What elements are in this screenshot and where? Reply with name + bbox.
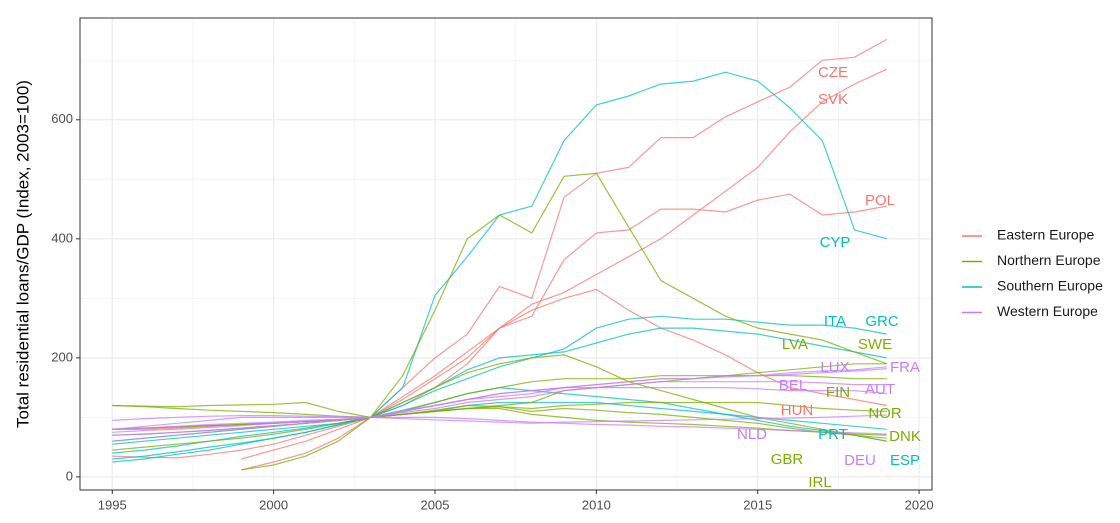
series-label: DNK <box>889 428 921 445</box>
series-label: CYP <box>820 234 851 251</box>
series-line <box>112 315 887 460</box>
y-tick-label: 400 <box>51 230 73 245</box>
series-line <box>241 38 888 460</box>
series-label: FIN <box>826 384 850 401</box>
y-tick-label: 600 <box>51 111 73 126</box>
series-label: NOR <box>868 405 902 422</box>
x-tick-label: 2020 <box>905 497 934 512</box>
series-label: DEU <box>844 452 876 469</box>
series-line <box>112 416 887 435</box>
x-tick-label: 2015 <box>743 497 772 512</box>
series-label: SWE <box>858 336 892 353</box>
series-line <box>112 401 887 436</box>
series-label: ESP <box>890 452 920 469</box>
series-label: CZE <box>818 64 848 81</box>
series-label: HUN <box>781 402 814 419</box>
series-line <box>112 404 887 439</box>
series-label: BEL <box>779 377 807 394</box>
series-label: ITA <box>824 313 846 330</box>
series-label: IRL <box>808 474 831 491</box>
x-tick-label: 1995 <box>98 497 127 512</box>
y-tick-label: 0 <box>66 468 73 483</box>
series-line <box>112 327 887 463</box>
x-tick-label: 2005 <box>421 497 450 512</box>
legend-label: Southern Europe <box>997 278 1103 294</box>
legend-label: Western Europe <box>997 303 1098 319</box>
panel-border <box>79 17 933 491</box>
series-label: NLD <box>737 426 767 443</box>
legend-label: Eastern Europe <box>997 227 1094 243</box>
series-label: AUT <box>865 381 895 398</box>
series-label: PRT <box>818 426 848 443</box>
series-label: GRC <box>865 313 899 330</box>
series-label: FRA <box>890 359 920 376</box>
y-axis-label: Total residential loans/GDP (Index, 2003… <box>13 80 32 428</box>
series-label: POL <box>865 192 895 209</box>
series-label: LUX <box>820 359 849 376</box>
x-tick-label: 2010 <box>582 497 611 512</box>
series-label: GBR <box>771 451 804 468</box>
x-tick-label: 2000 <box>259 497 288 512</box>
series-line <box>112 354 887 451</box>
series-line <box>112 387 887 442</box>
series-line <box>112 368 887 436</box>
panel <box>80 18 932 490</box>
series-line <box>112 381 887 433</box>
series-label: LVA <box>782 336 808 353</box>
series-line <box>112 414 887 424</box>
series-line <box>241 172 888 471</box>
series-line <box>241 68 888 471</box>
series-label: SVK <box>818 91 848 108</box>
y-tick-label: 200 <box>51 349 73 364</box>
legend-label: Northern Europe <box>997 252 1101 268</box>
